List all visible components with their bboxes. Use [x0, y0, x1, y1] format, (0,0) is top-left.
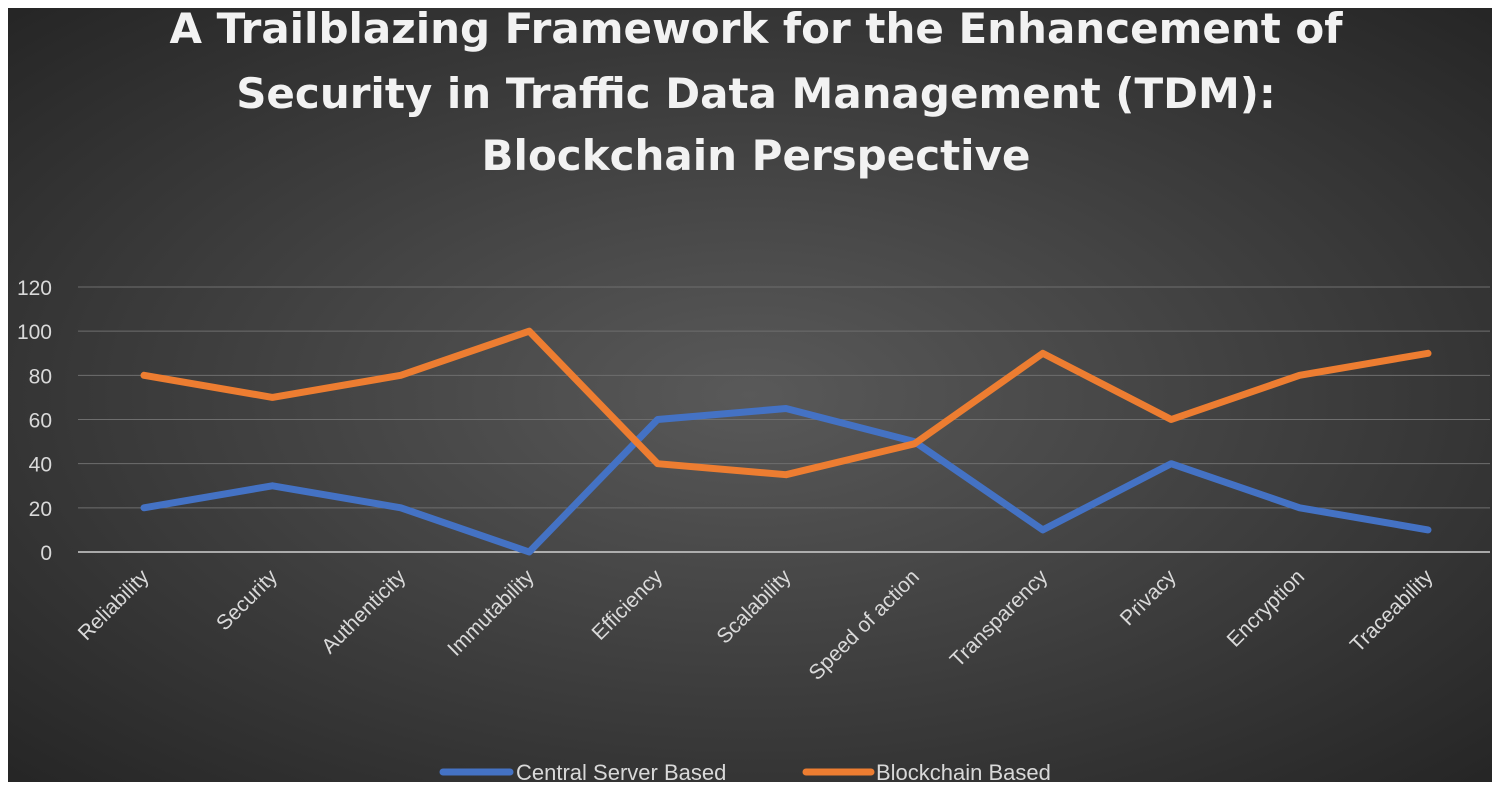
chart-title-line-2: Security in Traffic Data Management (TDM…: [236, 69, 1276, 118]
y-axis-tick-labels: 0 20 40 60 80 100 120: [17, 277, 52, 565]
chart-title-line-3: Blockchain Perspective: [482, 131, 1031, 180]
y-tick-label: 100: [17, 321, 52, 344]
series-line-central-server-based: [140, 405, 1432, 556]
legend-label: Central Server Based: [516, 760, 726, 785]
y-tick-label: 120: [17, 277, 52, 300]
series-lines: [140, 327, 1432, 556]
legend: Central Server Based Blockchain Based: [439, 760, 1051, 785]
y-tick-label: 80: [29, 365, 52, 388]
y-tick-label: 60: [29, 410, 52, 433]
y-tick-label: 20: [29, 498, 52, 521]
legend-label: Blockchain Based: [876, 760, 1051, 785]
chart-title: A Trailblazing Framework for the Enhance…: [169, 4, 1343, 180]
y-tick-label: 40: [29, 454, 52, 477]
chart-title-line-1: A Trailblazing Framework for the Enhance…: [169, 4, 1343, 53]
gridlines: [78, 286, 1490, 553]
chart-background: [8, 8, 1492, 782]
y-tick-label: 0: [40, 542, 52, 565]
